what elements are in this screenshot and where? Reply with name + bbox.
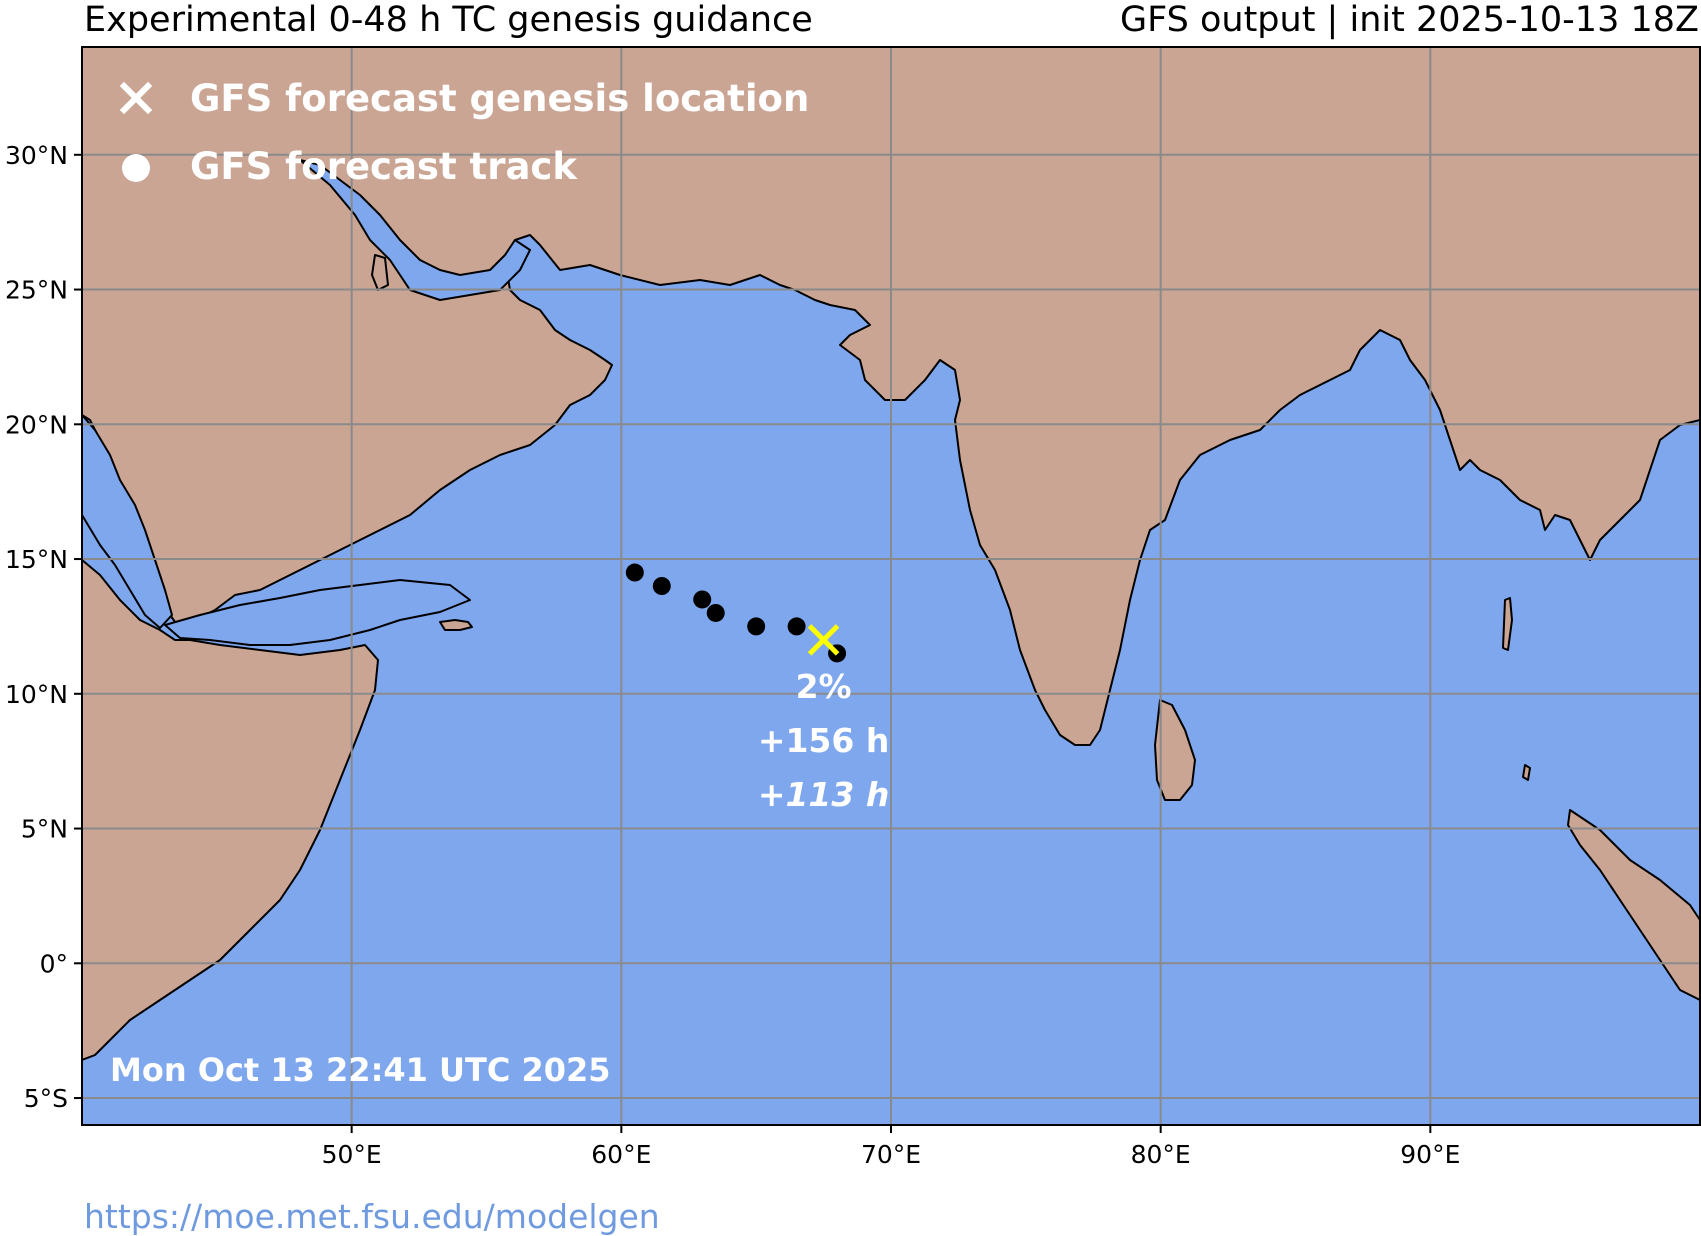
x-marker-icon	[119, 81, 153, 115]
land-andaman	[1502, 597, 1513, 651]
lat-tick-label: 15°N	[5, 545, 68, 574]
lat-tick-label: 5°S	[24, 1084, 68, 1113]
inland-seas	[82, 159, 531, 646]
lon-tick-label: 60°E	[591, 1140, 651, 1169]
track-point	[787, 617, 806, 636]
land-nicobar	[1522, 764, 1531, 781]
lon-tick-label: 70°E	[861, 1140, 921, 1169]
lat-tick-label: 20°N	[5, 410, 68, 439]
persian-gulf	[299, 159, 531, 301]
track-point	[706, 603, 725, 622]
lat-tick-label: 25°N	[5, 276, 68, 305]
land-sri-lanka	[1154, 699, 1196, 801]
land-sumatra	[1567, 809, 1700, 1001]
legend-genesis-label: GFS forecast genesis location	[190, 77, 809, 120]
lon-tick-label: 80°E	[1131, 1140, 1191, 1169]
lat-tick-label: 10°N	[5, 680, 68, 709]
track-point	[693, 590, 712, 609]
map-title: Experimental 0-48 h TC genesis guidance	[84, 0, 813, 40]
dot-marker-icon	[122, 154, 150, 182]
grid-lines	[82, 47, 1700, 1125]
track-point	[652, 577, 671, 595]
axis-ticks: 50°E 60°E 70°E 80°E 90°E 30°N 25°N 20°N 15°N 10°N…	[5, 141, 1460, 1169]
land-africa	[82, 559, 379, 1061]
source-link[interactable]: https://moe.met.fsu.edu/modelgen	[84, 1197, 660, 1236]
lon-tick-label: 50°E	[322, 1140, 382, 1169]
lon-tick-label: 90°E	[1400, 1140, 1460, 1169]
track-point	[747, 617, 766, 636]
genesis-marker	[807, 624, 840, 656]
genesis-probability: 2%	[796, 667, 852, 706]
red-sea	[82, 414, 173, 629]
genesis-x-stroke	[807, 624, 840, 656]
lat-tick-label: 0°	[40, 949, 68, 978]
lat-tick-label: 30°N	[5, 141, 68, 170]
run-timestamp: Mon Oct 13 22:41 UTC 2025	[110, 1051, 611, 1089]
legend-track-label: GFS forecast track	[190, 145, 578, 188]
map-subtitle: GFS output | init 2025-10-13 18Z	[1120, 0, 1699, 40]
lat-tick-label: 5°N	[21, 815, 68, 844]
land-socotra	[439, 619, 473, 631]
forecast-track	[625, 563, 847, 663]
gulf-of-aden	[164, 579, 471, 646]
genesis-lead-time: +156 h	[758, 721, 890, 760]
genesis-secondary-lead-time: +113 h	[758, 775, 890, 814]
land-qatar	[371, 254, 389, 291]
track-point	[625, 563, 644, 582]
legend: GFS forecast genesis location GFS foreca…	[119, 77, 809, 188]
